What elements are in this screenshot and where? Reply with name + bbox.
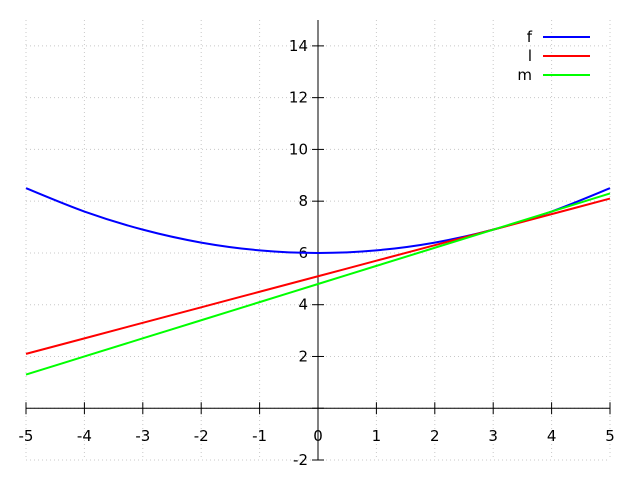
x-tick-label: 1 [372,427,382,445]
x-tick-label: -2 [194,427,209,445]
x-tick-label: 0 [313,427,323,445]
x-tick-label: 3 [488,427,498,445]
x-tick-label: -4 [77,427,92,445]
y-tick-label: -2 [293,451,308,469]
legend-label-f: f [527,28,533,46]
y-tick-label: 2 [298,347,308,365]
x-tick-label: -3 [135,427,150,445]
y-tick-label: 14 [289,37,308,55]
y-tick-label: 12 [289,89,308,107]
axes [26,20,610,460]
legend-label-l: l [528,47,532,65]
x-tick-label: 2 [430,427,440,445]
x-tick-label: -5 [19,427,34,445]
x-tick-label: -1 [252,427,267,445]
y-tick-label: 4 [298,296,308,314]
x-tick-label: 5 [605,427,615,445]
y-tick-label: 8 [298,192,308,210]
series-line-m [25,192,611,376]
series-lines [25,187,611,376]
y-tick-label: 10 [289,140,308,158]
legend-label-m: m [517,66,532,84]
legend: flm [517,28,590,84]
x-tick-label: 4 [547,427,557,445]
